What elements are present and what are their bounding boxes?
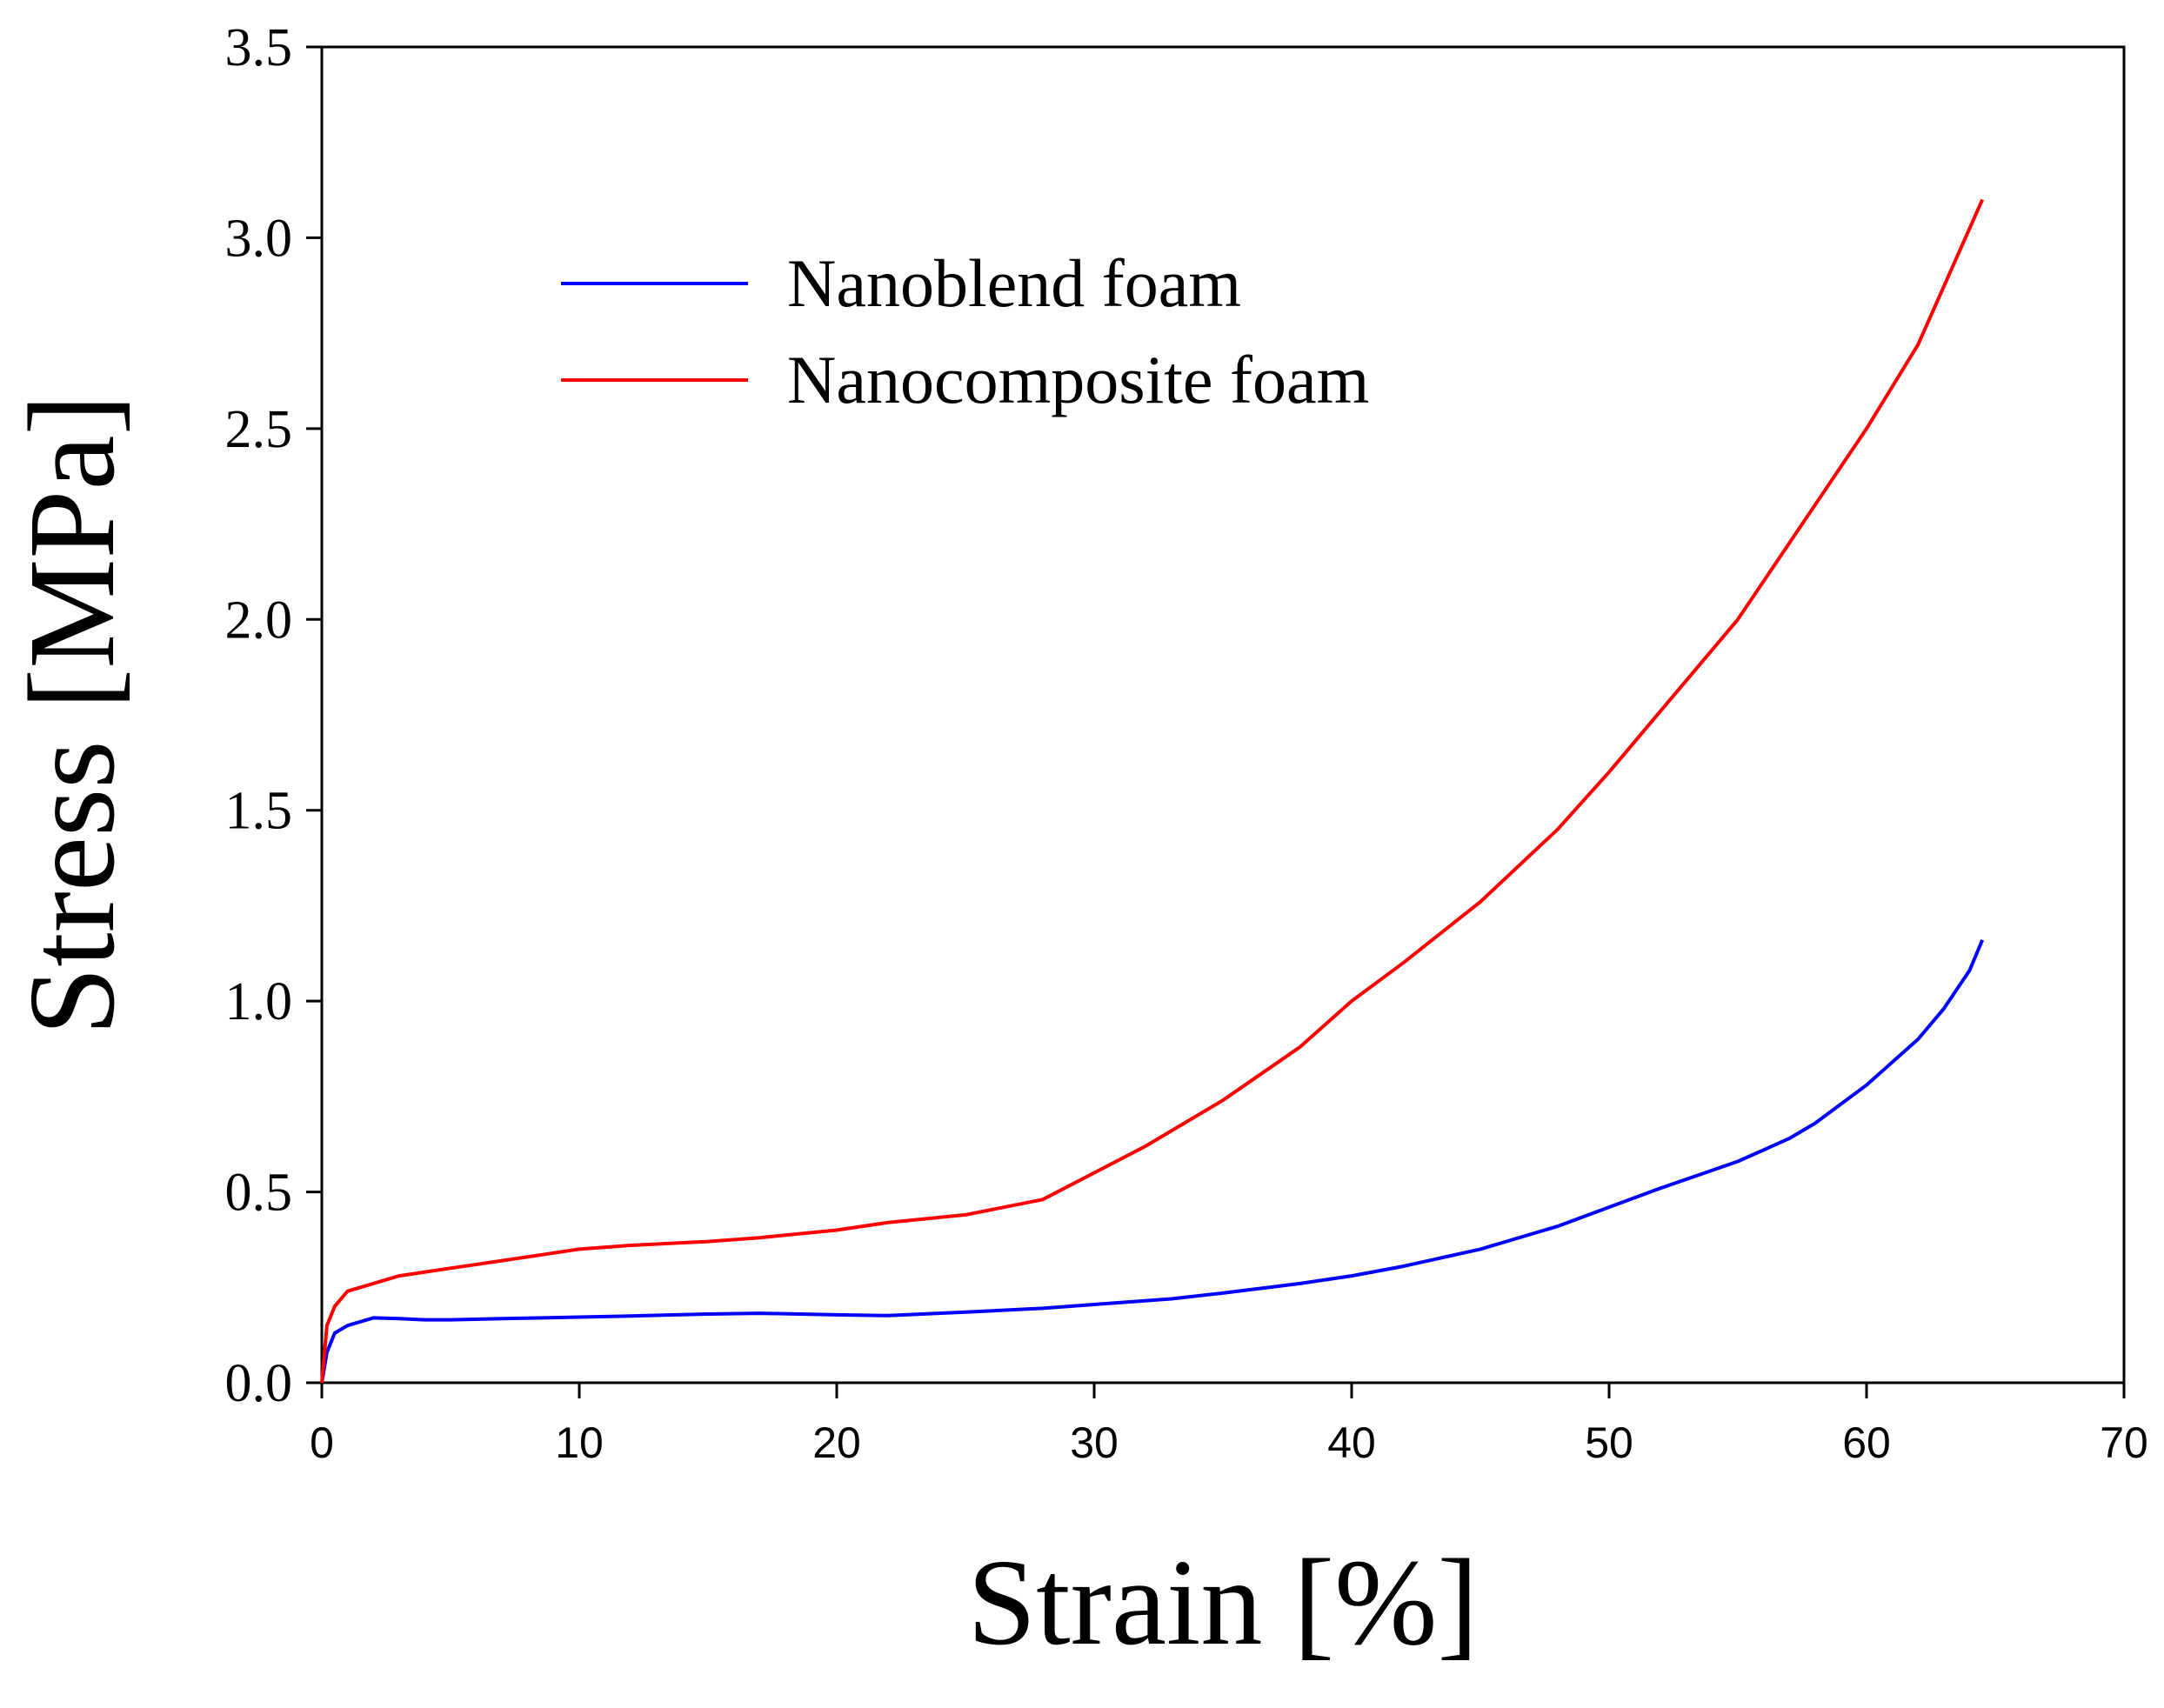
legend-label-nanoblend: Nanoblend foam [787,245,1241,321]
series-line-nanoblend [320,939,1985,1384]
x-tick-label: 20 [812,1418,861,1467]
series-lines [320,198,1985,1384]
y-tick-label: 1.5 [225,782,293,841]
x-tick-label: 10 [555,1418,604,1467]
y-axis-ticks: 0.0 0.5 1.0 1.5 2.0 2.5 3.0 3.5 [225,18,322,1413]
x-tick-label: 50 [1585,1418,1633,1467]
x-tick-label: 40 [1327,1418,1376,1467]
x-axis-ticks: 0 10 20 30 40 50 60 70 [310,1383,2148,1467]
legend: Nanoblend foam Nanocomposite foam [561,245,1369,417]
x-tick-label: 60 [1842,1418,1891,1467]
x-axis-title: Strain [%] [967,1533,1479,1671]
x-tick-label: 0 [310,1418,334,1467]
y-tick-label: 0.0 [225,1354,293,1413]
y-tick-label: 3.5 [225,18,293,77]
x-tick-label: 70 [2100,1418,2148,1467]
y-axis-title: Stress [MPa] [3,394,140,1036]
y-tick-label: 3.0 [225,209,293,268]
y-tick-label: 2.0 [225,590,293,650]
y-tick-label: 2.5 [225,400,293,459]
legend-label-nanocomposite: Nanocomposite foam [787,342,1369,417]
plot-area [320,45,2126,1384]
x-tick-label: 30 [1070,1418,1119,1467]
y-tick-label: 0.5 [225,1164,293,1223]
series-line-nanocomposite [320,198,1985,1384]
y-tick-label: 1.0 [225,972,293,1031]
